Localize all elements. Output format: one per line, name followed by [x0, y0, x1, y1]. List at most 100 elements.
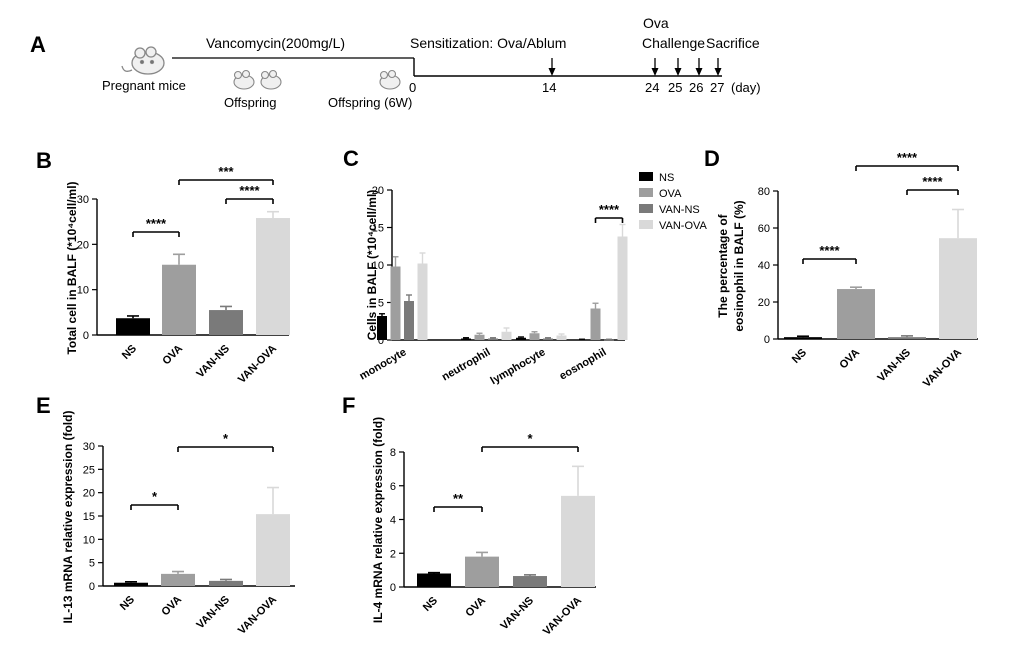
day-0-label: 0	[409, 80, 416, 95]
day-14-label: 14	[542, 80, 556, 95]
bar-monocyte-van-ns	[404, 301, 414, 340]
chart-panel-f: F 0 2 4 6 8 IL-4 mRNA relative expression (fol…	[342, 393, 596, 638]
bar-ns	[114, 582, 148, 586]
bar-ova	[465, 556, 499, 587]
timeline-arrowhead-4	[714, 68, 722, 76]
category-label: NS	[118, 594, 137, 613]
y-axis-label: Cells in BALF (*10⁴cell/ml)	[365, 190, 379, 341]
bar-ns	[116, 318, 150, 335]
bar-monocyte-van-ova	[417, 263, 428, 340]
significance-label: *	[527, 431, 533, 446]
timeline-arrowhead-3	[695, 68, 703, 76]
category-label: eosnophil	[558, 346, 609, 382]
significance-label: ***	[218, 164, 234, 179]
y-tick-label: 20	[372, 185, 384, 197]
significance-label: ****	[897, 150, 918, 165]
significance-label: **	[453, 491, 464, 506]
y-tick-label: 20	[83, 488, 95, 500]
ova-label: Ova	[643, 15, 669, 31]
legend-label-ns: NS	[659, 172, 674, 184]
significance-label: ****	[239, 183, 260, 198]
y-axis-label-line1: The percentage of	[716, 213, 730, 317]
panel-label-d: D	[704, 146, 720, 171]
y-tick-label: 20	[77, 239, 89, 251]
y-tick-label: 60	[758, 223, 770, 235]
y-tick-label: 8	[390, 447, 396, 459]
challenge-label: Challenge	[642, 35, 705, 51]
bar-van-ova	[256, 514, 290, 586]
category-label: VAN-NS	[194, 343, 232, 381]
offspring-mice-icon	[233, 69, 282, 90]
timeline-panel: A Pregnant mice Vancomycin(200mg/L) Offs…	[30, 15, 761, 110]
pregnant-mouse-icon	[121, 46, 165, 75]
y-tick-label: 25	[83, 464, 95, 476]
timeline-arrows	[548, 58, 722, 76]
category-label: VAN-NS	[194, 594, 232, 632]
bar-neutrophil-van-ova	[501, 331, 512, 340]
y-tick-label: 2	[390, 548, 396, 560]
category-label: VAN-OVA	[541, 595, 584, 638]
bar-eosnophil-ova	[590, 308, 601, 340]
bar-eosnophil-van-ova	[617, 236, 628, 340]
legend-swatch-van-ns	[639, 204, 653, 213]
significance-label: ****	[922, 174, 943, 189]
y-tick-label: 0	[83, 330, 89, 342]
bar-lymphocyte-ova	[529, 333, 540, 340]
bar-ns	[417, 573, 451, 587]
y-tick-label: 15	[83, 511, 95, 523]
significance-label: ****	[146, 216, 167, 231]
category-label: VAN-OVA	[236, 343, 279, 386]
legend-label-ova: OVA	[659, 188, 682, 200]
bar-eosnophil-van-ns	[604, 339, 614, 341]
y-tick-label: 5	[89, 558, 95, 570]
day-unit-label: (day)	[731, 80, 761, 95]
y-tick-label: 30	[77, 194, 89, 206]
bar-van-ns	[209, 580, 243, 586]
bar-van-ns	[888, 337, 926, 339]
y-tick-label: 30	[83, 441, 95, 453]
category-label: OVA	[837, 347, 862, 372]
bar-neutrophil-ns	[461, 338, 471, 340]
bar-van-ns	[209, 310, 243, 335]
y-tick-label: 15	[372, 223, 384, 235]
legend-swatch-ova	[639, 188, 653, 197]
significance-label: ****	[599, 202, 620, 217]
timeline-arrowhead-2	[674, 68, 682, 76]
y-tick-label: 80	[758, 186, 770, 198]
bar-lymphocyte-van-ns	[543, 338, 553, 340]
y-tick-label: 0	[390, 582, 396, 594]
y-axis-label: IL-4 mRNA relative expression (fold)	[371, 417, 385, 623]
category-label: lymphocyte	[489, 346, 548, 387]
y-tick-label: 6	[390, 481, 396, 493]
day-27-label: 27	[710, 80, 724, 95]
y-tick-label: 10	[77, 285, 89, 297]
bar-monocyte-ova	[390, 266, 401, 340]
y-tick-label: 40	[758, 260, 770, 272]
bar-ova	[161, 573, 195, 586]
timeline-arrowhead-1	[651, 68, 659, 76]
bar-neutrophil-van-ns	[488, 338, 498, 340]
bar-monocyte-ns	[377, 316, 387, 340]
legend-label-van-ova: VAN-OVA	[659, 220, 708, 232]
significance-label: ****	[819, 243, 840, 258]
y-tick-label: 0	[378, 335, 384, 347]
bar-van-ova	[561, 495, 595, 587]
chart-panel-d: D 0 20 40 60 80 The percentage of eosinophil in…	[704, 146, 978, 390]
panel-label-c: C	[343, 146, 359, 171]
y-axis-label: IL-13 mRNA relative expression (fold)	[61, 411, 75, 624]
day-24-label: 24	[645, 80, 659, 95]
bar-neutrophil-ova	[474, 334, 485, 340]
chart-legend: NS OVA VAN-NS VAN-OVA	[639, 172, 708, 232]
category-label: VAN-OVA	[921, 347, 964, 390]
pregnant-mice-label: Pregnant mice	[102, 78, 186, 93]
timeline-arrowhead-0	[548, 68, 556, 76]
panel-label-a: A	[30, 32, 46, 57]
bar-lymphocyte-ns	[516, 337, 526, 340]
y-axis-label: Total cell in BALF (*10⁴cell/ml)	[65, 181, 79, 354]
bar-ova	[837, 289, 875, 339]
legend-label-van-ns: VAN-NS	[659, 204, 700, 216]
legend-swatch-ns	[639, 172, 653, 181]
